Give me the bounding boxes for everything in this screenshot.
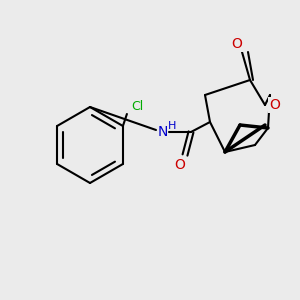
Text: Cl: Cl xyxy=(131,100,143,112)
Text: O: O xyxy=(270,98,280,112)
Text: H: H xyxy=(168,121,176,131)
Text: O: O xyxy=(232,37,242,51)
Text: N: N xyxy=(158,125,168,139)
Text: O: O xyxy=(175,158,185,172)
